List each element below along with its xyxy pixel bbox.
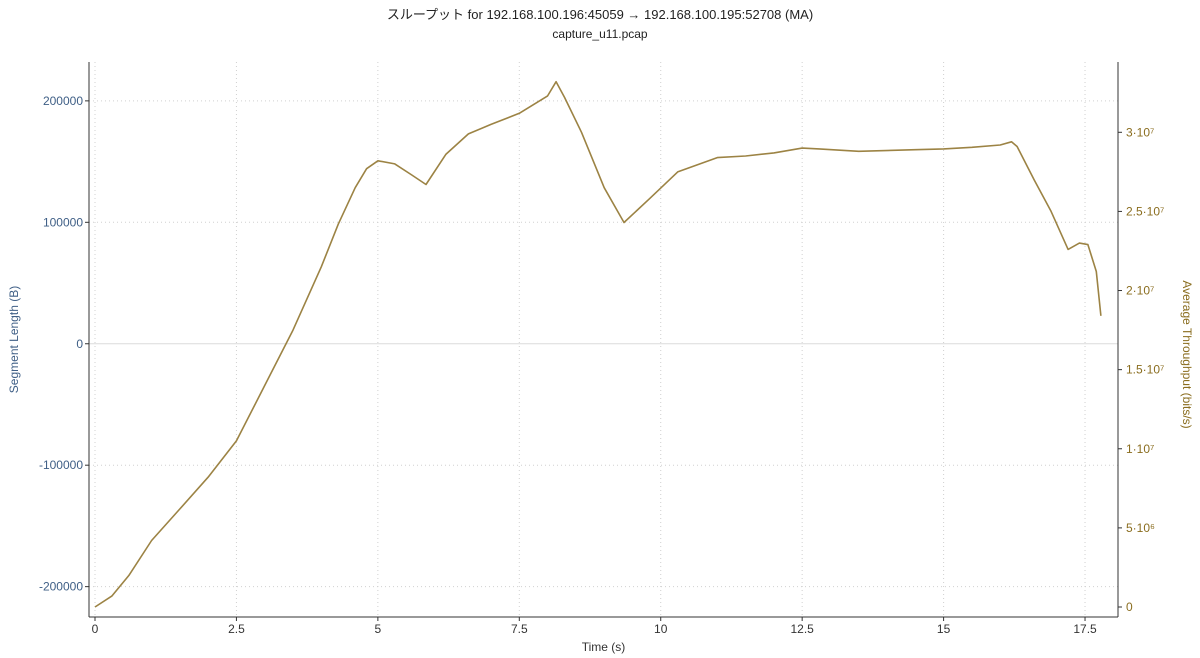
left-axis-label: Segment Length (B) bbox=[7, 286, 21, 393]
x-tick-label: 0 bbox=[92, 622, 99, 636]
right-tick-label: 2.5·10⁷ bbox=[1126, 204, 1164, 218]
x-tick-label: 5 bbox=[375, 622, 382, 636]
left-tick-label: -100000 bbox=[39, 458, 83, 472]
x-tick-label: 12.5 bbox=[790, 622, 814, 636]
left-tick-label: -200000 bbox=[39, 580, 83, 594]
x-tick-label: 7.5 bbox=[511, 622, 528, 636]
chart-subtitle: capture_u11.pcap bbox=[552, 27, 648, 41]
x-tick-label: 17.5 bbox=[1073, 622, 1097, 636]
right-tick-label: 1·10⁷ bbox=[1126, 442, 1154, 456]
right-tick-label: 2·10⁷ bbox=[1126, 284, 1154, 298]
x-tick-label: 10 bbox=[654, 622, 668, 636]
chart-title: スループット for 192.168.100.196:45059 → 192.1… bbox=[386, 7, 814, 22]
x-tick-label: 2.5 bbox=[228, 622, 245, 636]
right-axis-label: Average Throughput (bits/s) bbox=[1180, 280, 1194, 428]
right-tick-label: 3·10⁷ bbox=[1126, 125, 1154, 139]
left-tick-label: 0 bbox=[76, 337, 83, 351]
throughput-series-line bbox=[94, 80, 1102, 608]
right-tick-label: 1.5·10⁷ bbox=[1126, 363, 1164, 377]
x-tick-label: 15 bbox=[937, 622, 951, 636]
left-tick-label: 100000 bbox=[43, 215, 83, 229]
left-tick-label: 200000 bbox=[43, 94, 83, 108]
x-axis-label: Time (s) bbox=[582, 640, 626, 654]
right-tick-label: 5·10⁶ bbox=[1126, 521, 1155, 535]
right-tick-label: 0 bbox=[1126, 600, 1133, 614]
